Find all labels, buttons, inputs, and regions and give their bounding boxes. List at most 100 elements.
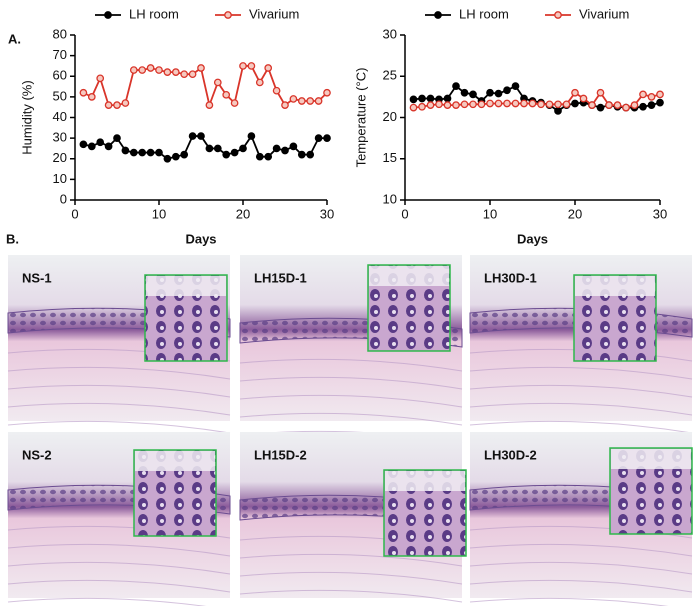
marker (121, 99, 130, 107)
x-tick-label: 30 (320, 206, 334, 221)
panel-label: B. (6, 231, 19, 246)
histology-image: LH15D-2 (239, 432, 467, 603)
marker (205, 144, 214, 153)
marker (613, 101, 622, 109)
stroma-fiber (469, 366, 693, 380)
marker (469, 90, 477, 99)
y-tick-label: 70 (53, 47, 67, 62)
stroma-fiber (7, 402, 231, 416)
marker (171, 152, 180, 161)
marker (104, 101, 113, 109)
stroma-fiber (469, 597, 669, 606)
stroma-fiber (469, 561, 693, 575)
marker (639, 102, 647, 111)
stroma-fiber (7, 561, 231, 575)
legend-label: LH room (459, 6, 509, 21)
marker (239, 62, 247, 70)
marker (297, 97, 306, 105)
marker (323, 88, 331, 97)
marker (511, 99, 520, 108)
image-label: LH15D-2 (254, 447, 307, 462)
y-tick-label: 30 (383, 26, 397, 41)
marker (656, 90, 664, 99)
marker (222, 150, 231, 159)
legend-marker (554, 11, 562, 19)
marker (494, 99, 503, 108)
marker (443, 94, 452, 103)
image-label: NS-2 (22, 447, 52, 462)
y-tick-label: 10 (53, 171, 67, 186)
legend-marker (434, 11, 442, 19)
inset-top (575, 276, 655, 296)
x-axis-label: Days (517, 231, 548, 246)
histology-image: LH30D-2 (469, 432, 693, 606)
marker (264, 64, 273, 72)
histology-image: LH30D-1 (469, 255, 693, 434)
marker (494, 89, 503, 98)
marker (239, 144, 247, 153)
marker (596, 103, 605, 112)
stroma-fiber (239, 553, 463, 567)
marker (281, 101, 289, 109)
marker (477, 100, 486, 109)
marker (511, 82, 520, 91)
marker (113, 134, 121, 142)
histology-image: NS-1 (7, 255, 231, 434)
marker (87, 93, 96, 101)
marker (255, 152, 264, 161)
y-tick-label: 15 (383, 150, 397, 165)
x-tick-label: 20 (236, 206, 250, 221)
marker (205, 101, 214, 109)
y-tick-label: 40 (53, 109, 67, 124)
marker (180, 70, 189, 79)
marker (314, 134, 323, 142)
inset-top (369, 266, 449, 286)
inset-top (146, 276, 226, 296)
stroma-fiber (239, 589, 463, 603)
marker (452, 101, 460, 109)
stroma-fiber (239, 358, 463, 372)
image-label: LH15D-1 (254, 270, 307, 285)
marker (129, 66, 138, 74)
marker (426, 94, 435, 103)
marker (554, 100, 562, 109)
marker (571, 99, 579, 108)
marker (230, 148, 239, 157)
y-tick-label: 20 (53, 150, 67, 165)
marker (426, 101, 435, 109)
stroma-fiber (7, 366, 231, 380)
marker (409, 103, 418, 112)
marker (163, 154, 172, 163)
marker (647, 101, 656, 109)
marker (520, 99, 528, 108)
marker (443, 101, 452, 109)
marker (146, 148, 155, 157)
marker (197, 64, 205, 72)
marker (255, 78, 264, 87)
marker (138, 148, 147, 157)
legend-marker (224, 11, 232, 19)
marker (554, 107, 562, 115)
marker (163, 68, 172, 76)
marker (503, 86, 511, 95)
marker (588, 101, 596, 109)
x-tick-label: 0 (401, 206, 408, 221)
legend-label: Vivarium (249, 6, 299, 21)
marker (171, 68, 180, 76)
marker (314, 97, 323, 105)
y-tick-label: 20 (383, 109, 397, 124)
marker (79, 140, 88, 149)
marker (452, 82, 460, 91)
histology-image: LH15D-1 (239, 255, 463, 444)
y-tick-label: 30 (53, 130, 67, 145)
y-tick-label: 50 (53, 88, 67, 103)
marker (113, 101, 121, 109)
marker (579, 94, 588, 103)
stroma-fiber (469, 384, 693, 398)
marker (289, 95, 298, 103)
marker (409, 95, 418, 104)
marker (79, 88, 88, 97)
marker (323, 134, 331, 142)
marker (138, 66, 147, 74)
